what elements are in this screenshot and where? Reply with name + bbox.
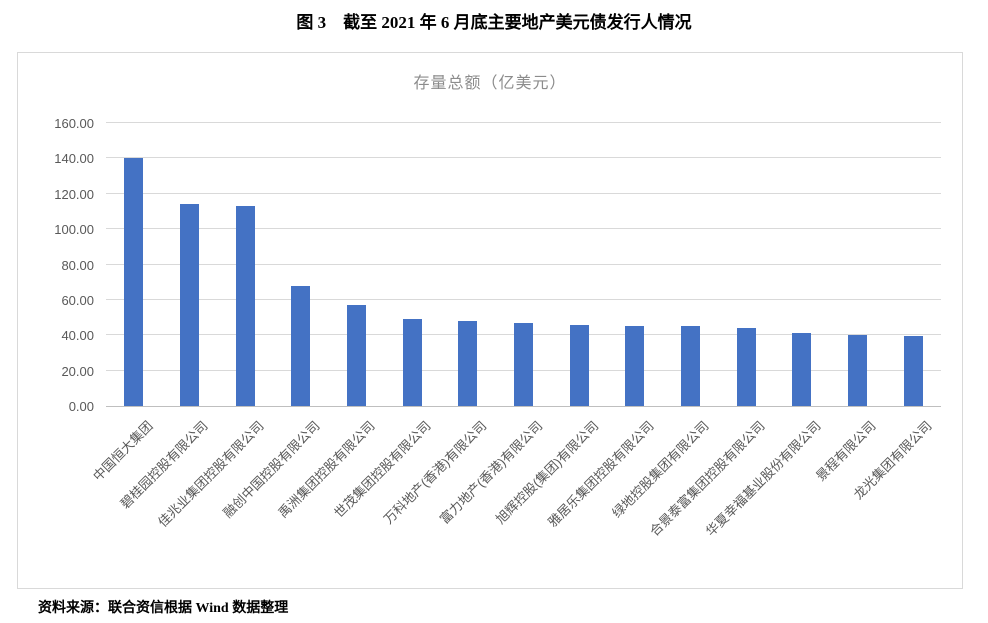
bar [681, 326, 700, 406]
x-axis-labels: 中国恒大集团 碧桂园控股有限公司 佳兆业集团控股有限公司 融创中国控股有限公司 禹洲集团… [90, 406, 941, 586]
x-tick-label: 融创中国控股有限公司 [220, 418, 323, 521]
y-tick-label: 140.00 [54, 151, 94, 167]
y-tick-label: 120.00 [54, 186, 94, 202]
bar [402, 319, 422, 406]
x-tick-label: 佳兆业集团控股有限公司 [155, 418, 267, 530]
bar [124, 158, 144, 406]
chart-title: 存量总额（亿美元） [413, 75, 567, 92]
gridline [106, 192, 941, 194]
x-tick-label: 禹洲集团控股有限公司 [275, 418, 379, 521]
x-tick-label: 绿地控股集团有限公司 [609, 418, 713, 521]
y-tick-label: 0.00 [68, 399, 94, 414]
y-tick-label: 80.00 [61, 257, 94, 273]
x-axis-line [106, 406, 941, 407]
bar [569, 324, 589, 406]
x-tick-label: 旭辉控股(集团)有限公司 [492, 418, 601, 527]
gridline [106, 263, 941, 265]
bar [625, 326, 645, 406]
figure-caption: 图 3 截至 2021 年 6 月底主要地产美元债发行人情况 [296, 13, 692, 32]
y-tick-label: 20.00 [61, 363, 94, 379]
y-tick-label: 100.00 [54, 222, 94, 238]
bar [291, 285, 311, 406]
gridline [106, 298, 941, 300]
x-tick-label: 世茂集团控股有限公司 [331, 418, 434, 521]
source-note: 资料来源：联合资信根据 Wind 数据整理 [38, 601, 289, 616]
bar [848, 335, 867, 406]
bar [347, 305, 366, 406]
bar [180, 204, 199, 406]
y-tick-label: 160.00 [54, 116, 94, 131]
x-tick-label: 富力地产(香港)有限公司 [436, 418, 546, 527]
chart-frame: 存量总额（亿美元） 中国恒大集团 碧桂园控股有限公司 佳兆业集团控股有限公司 融创中国… [17, 52, 963, 589]
plot-area [106, 122, 941, 407]
y-tick-label: 40.00 [61, 328, 94, 344]
bar [792, 333, 812, 406]
bar [458, 321, 478, 406]
bar [903, 336, 923, 406]
gridline [106, 122, 941, 123]
x-tick-label: 万科地产(香港)有限公司 [380, 418, 490, 527]
gridline [106, 157, 941, 159]
bar [736, 328, 756, 406]
y-tick-label: 60.00 [61, 292, 94, 308]
bar [514, 322, 533, 406]
bar [235, 206, 255, 406]
gridline [106, 228, 941, 230]
